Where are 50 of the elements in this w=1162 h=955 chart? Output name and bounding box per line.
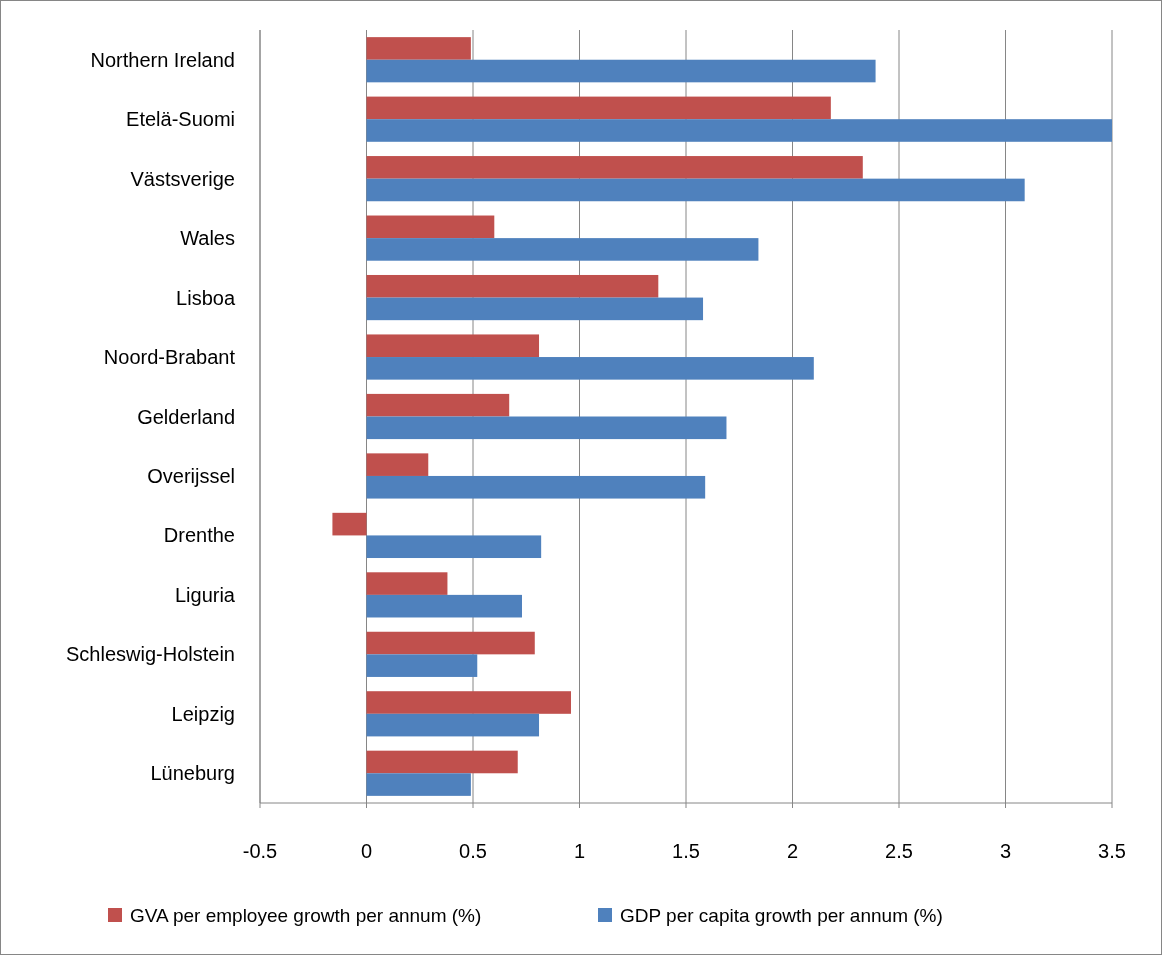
x-tick-label: 0.5 [459,840,487,862]
y-tick-label: Northern Ireland [90,48,235,71]
x-tick-label: 1.5 [672,840,700,862]
bar [366,357,814,380]
bar [366,594,522,618]
y-tick-label: Leipzig [171,702,235,725]
bar [366,631,535,655]
bar [366,59,876,83]
legend-label: GVA per employee growth per annum (%) [130,905,482,926]
bar [366,475,706,499]
bar [366,654,478,677]
bar [366,156,863,179]
y-tick-label: Gelderland [137,405,235,428]
bar [366,297,704,321]
y-tick-label: Etelä-Suomi [126,108,235,131]
y-tick-label: Wales [180,227,235,250]
y-tick-label: Västsverige [130,167,235,190]
bar [366,535,542,559]
y-tick-label: Liguria [174,583,236,606]
x-tick-label: 0 [360,840,373,862]
y-tick-label: Overijssel [147,464,235,487]
y-tick-label: Lisboa [176,286,236,309]
bar [366,274,659,298]
bar [366,750,518,774]
x-tick-label: -0.5 [242,840,278,862]
x-tick-label: 3 [999,840,1012,862]
bar [366,416,727,440]
y-tick-label: Lüneburg [150,762,235,785]
bar [366,691,571,714]
bar [366,393,510,417]
bar [366,713,540,737]
x-tick-label: 2 [786,840,799,862]
bar [366,773,471,796]
bar [366,572,448,595]
bar [366,119,1112,142]
legend-label: GDP per capita growth per annum (%) [620,905,943,926]
x-tick-label: 1 [573,840,586,862]
bar [366,96,831,120]
y-tick-label: Drenthe [163,524,235,547]
y-tick-label: Noord-Brabant [103,346,236,369]
bar [366,37,471,60]
bar [366,453,429,476]
x-tick-label: 3.5 [1098,840,1126,862]
bar [366,334,540,358]
bar [366,178,1025,202]
bar [332,512,367,536]
x-tick-label: 2.5 [885,840,913,862]
y-tick-label: Schleswig-Holstein [66,643,235,666]
bar [366,238,759,261]
bar [366,215,495,239]
